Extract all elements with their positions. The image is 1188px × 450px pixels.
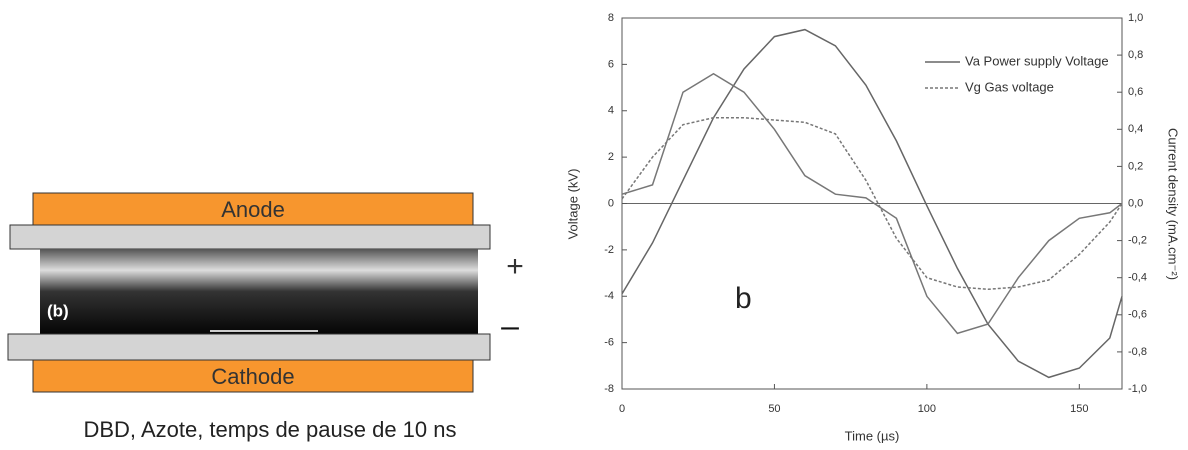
annotation: b bbox=[735, 282, 752, 315]
series-line bbox=[621, 72, 1123, 335]
x-tick-label: 150 bbox=[1070, 403, 1088, 415]
legend-label: Vg Gas voltage bbox=[965, 79, 1054, 94]
anode-electrode bbox=[32, 192, 474, 226]
y-tick-label: 0 bbox=[608, 197, 614, 209]
y-tick-label: 2 bbox=[608, 151, 614, 163]
y-axis-label: Voltage (kV) bbox=[565, 169, 580, 240]
y-tick-label: -8 bbox=[604, 383, 614, 395]
y2-axis-label: Current density (mA.cm⁻²) bbox=[1166, 128, 1181, 280]
y2-tick-label: 1,0 bbox=[1128, 12, 1143, 24]
y-tick-label: 8 bbox=[608, 12, 614, 24]
minus-sign: – bbox=[501, 307, 519, 343]
plus-sign: + bbox=[506, 250, 524, 283]
y2-tick-label: -0,8 bbox=[1128, 346, 1147, 358]
y-tick-label: -6 bbox=[604, 337, 614, 349]
y2-tick-label: -0,6 bbox=[1128, 309, 1147, 321]
y2-tick-label: 0,6 bbox=[1128, 86, 1143, 98]
panel-label: (b) bbox=[47, 301, 69, 320]
plasma-image bbox=[40, 249, 478, 334]
dielectric-bottom bbox=[7, 333, 491, 361]
y2-tick-label: 0,0 bbox=[1128, 197, 1143, 209]
dielectric-top bbox=[9, 224, 491, 250]
anode-label: Anode bbox=[221, 197, 285, 222]
caption: DBD, Azote, temps de pause de 10 ns bbox=[83, 417, 456, 442]
y2-tick-label: 0,2 bbox=[1128, 160, 1143, 172]
cathode-label: Cathode bbox=[211, 364, 294, 389]
x-tick-label: 0 bbox=[619, 403, 625, 415]
dbd-diagram: Anode (b) Cathode + – DBD, Azote, temps … bbox=[7, 192, 524, 442]
y-tick-label: -4 bbox=[604, 290, 614, 302]
series-line bbox=[621, 116, 1123, 291]
cathode-electrode bbox=[32, 359, 474, 393]
y2-tick-label: -1,0 bbox=[1128, 383, 1147, 395]
x-tick-label: 50 bbox=[768, 403, 780, 415]
y2-tick-label: -0,4 bbox=[1128, 272, 1147, 284]
y-tick-label: 6 bbox=[608, 58, 614, 70]
chart: b Time (µs) Voltage (kV) Current density… bbox=[565, 12, 1180, 444]
y2-tick-label: -0,2 bbox=[1128, 235, 1147, 247]
y2-tick-label: 0,4 bbox=[1128, 123, 1143, 135]
series-line bbox=[621, 28, 1123, 379]
y-tick-label: 4 bbox=[608, 105, 614, 117]
x-axis-label: Time (µs) bbox=[845, 428, 900, 443]
y-tick-label: -2 bbox=[604, 244, 614, 256]
legend-label: Va Power supply Voltage bbox=[965, 53, 1109, 68]
x-tick-label: 100 bbox=[918, 403, 936, 415]
y2-tick-label: 0,8 bbox=[1128, 49, 1143, 61]
